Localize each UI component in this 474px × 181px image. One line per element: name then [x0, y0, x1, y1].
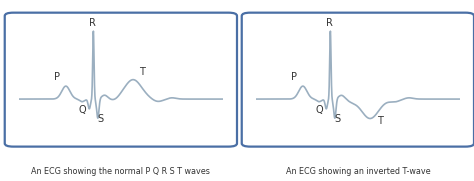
Text: Q: Q: [78, 105, 86, 115]
Text: An ECG showing an inverted T-wave: An ECG showing an inverted T-wave: [285, 167, 430, 176]
Text: S: S: [98, 114, 104, 124]
Text: T: T: [377, 116, 383, 126]
Text: S: S: [335, 114, 341, 124]
Text: R: R: [89, 18, 96, 28]
Text: P: P: [291, 71, 297, 82]
Text: Q: Q: [315, 105, 323, 115]
Text: An ECG showing the normal P Q R S T waves: An ECG showing the normal P Q R S T wave…: [31, 167, 210, 176]
Text: R: R: [326, 18, 333, 28]
Text: T: T: [139, 67, 145, 77]
Text: P: P: [54, 71, 60, 82]
